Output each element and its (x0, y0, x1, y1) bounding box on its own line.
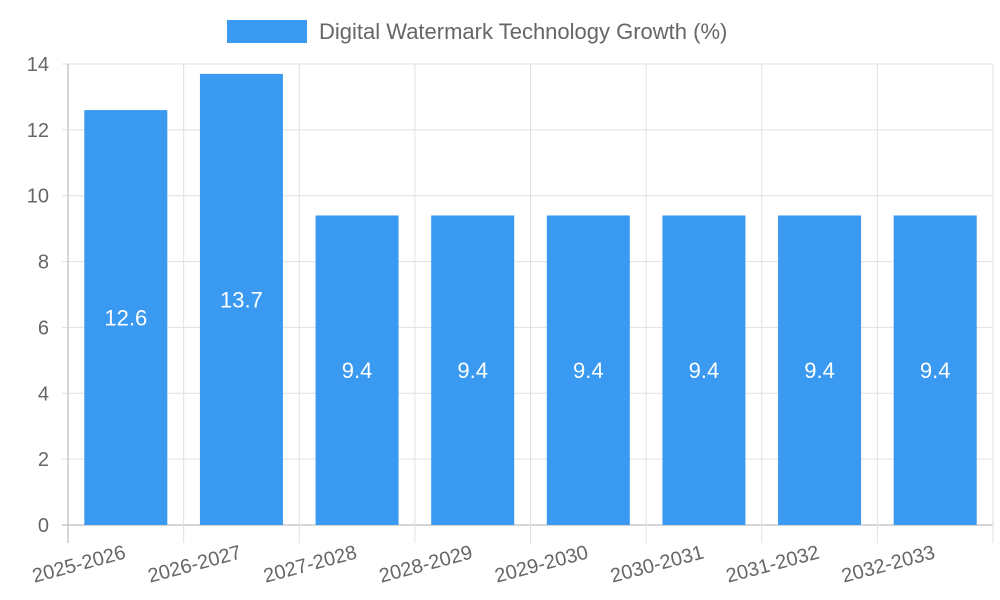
bar[interactable] (546, 215, 630, 525)
bar-value-label: 9.4 (920, 358, 951, 383)
bar-value-label: 9.4 (689, 358, 720, 383)
x-tick-label: 2025-2026 (30, 542, 128, 588)
legend-swatch (227, 20, 307, 43)
x-tick-label: 2031-2032 (724, 542, 822, 588)
bar-value-label: 9.4 (342, 358, 373, 383)
y-tick-label: 10 (27, 186, 49, 208)
legend[interactable]: Digital Watermark Technology Growth (%) (227, 19, 727, 44)
bar[interactable] (199, 73, 283, 525)
y-tick-label: 0 (38, 515, 49, 537)
x-tick-label: 2028-2029 (377, 542, 475, 588)
bar-value-label: 12.6 (104, 306, 147, 331)
bar-value-label: 13.7 (220, 287, 263, 312)
y-tick-label: 14 (27, 54, 49, 76)
x-tick-label: 2032-2033 (839, 542, 937, 588)
x-axis-ticks: 2025-2026 2026-2027 2027-2028 2028-2029 2029… (30, 542, 937, 588)
legend-label: Digital Watermark Technology Growth (%) (319, 19, 727, 44)
bar[interactable] (431, 215, 515, 525)
bars: 12.6 13.7 9.4 9.4 9.4 9.4 9.4 9.4 (84, 73, 977, 525)
x-tick-label: 2026-2027 (146, 542, 244, 588)
bar[interactable] (662, 215, 746, 525)
x-tick-label: 2027-2028 (261, 542, 359, 588)
bar-value-label: 9.4 (457, 358, 488, 383)
y-tick-label: 4 (38, 383, 49, 405)
bar[interactable] (84, 110, 168, 525)
y-tick-label: 12 (27, 120, 49, 142)
bar[interactable] (893, 215, 977, 525)
y-tick-label: 8 (38, 252, 49, 274)
bar-value-label: 9.4 (804, 358, 835, 383)
x-tick-label: 2029-2030 (493, 542, 591, 588)
bar[interactable] (778, 215, 862, 525)
y-tick-label: 6 (38, 317, 49, 339)
bar-value-label: 9.4 (573, 358, 604, 383)
x-tick-label: 2030-2031 (608, 542, 706, 588)
bar[interactable] (315, 215, 399, 525)
y-axis-ticks: 0 2 4 6 8 10 12 14 (27, 54, 49, 537)
y-tick-label: 2 (38, 449, 49, 471)
